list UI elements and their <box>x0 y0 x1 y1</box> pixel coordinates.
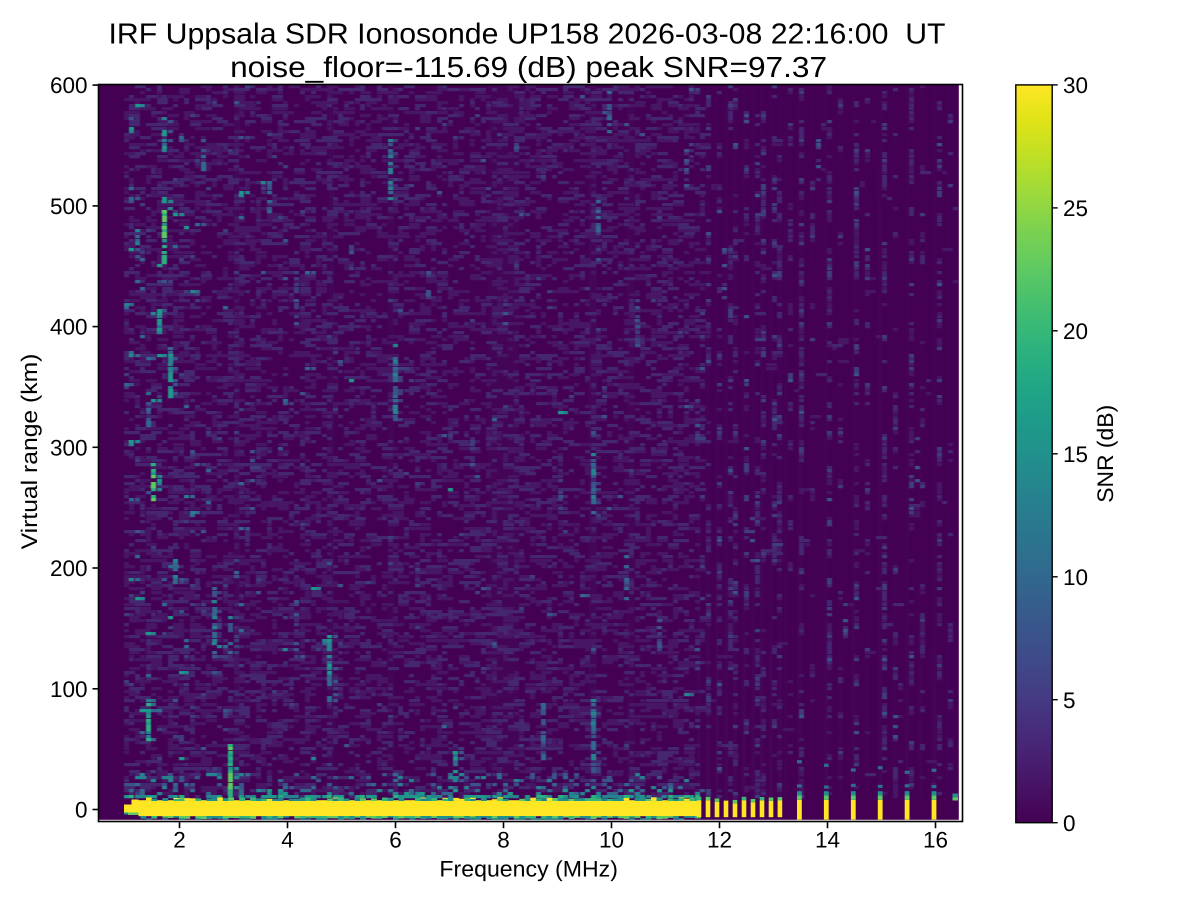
svg-text:6: 6 <box>389 828 402 853</box>
svg-text:SNR (dB): SNR (dB) <box>1093 405 1118 503</box>
svg-text:5: 5 <box>1063 688 1076 713</box>
svg-text:600: 600 <box>50 73 88 98</box>
svg-text:10: 10 <box>599 828 624 853</box>
svg-text:400: 400 <box>50 315 88 340</box>
svg-text:0: 0 <box>1063 811 1076 836</box>
svg-text:15: 15 <box>1063 442 1088 467</box>
svg-text:2: 2 <box>173 828 186 853</box>
svg-text:300: 300 <box>50 435 88 460</box>
svg-text:8: 8 <box>497 828 510 853</box>
svg-text:4: 4 <box>281 828 294 853</box>
svg-text:25: 25 <box>1063 196 1088 221</box>
svg-text:30: 30 <box>1063 73 1088 98</box>
svg-text:noise_floor=-115.69 (dB) peak: noise_floor=-115.69 (dB) peak SNR=97.37 <box>230 52 827 84</box>
svg-text:14: 14 <box>815 828 840 853</box>
svg-text:Frequency (MHz): Frequency (MHz) <box>439 857 618 882</box>
svg-text:Virtual range (km): Virtual range (km) <box>17 354 42 550</box>
svg-text:100: 100 <box>50 677 88 702</box>
svg-text:10: 10 <box>1063 565 1088 590</box>
svg-text:0: 0 <box>75 798 88 823</box>
svg-text:20: 20 <box>1063 319 1088 344</box>
svg-text:12: 12 <box>707 828 732 853</box>
svg-text:200: 200 <box>50 556 88 581</box>
svg-text:16: 16 <box>923 828 948 853</box>
svg-text:IRF Uppsala SDR Ionosonde UP15: IRF Uppsala SDR Ionosonde UP158 2026-03-… <box>109 18 946 50</box>
svg-text:500: 500 <box>50 194 88 219</box>
